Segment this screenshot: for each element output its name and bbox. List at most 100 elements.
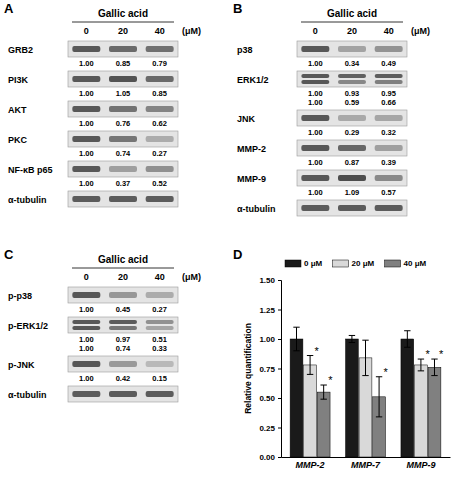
chart-panel: D0 μM20 μM40 μM*****0.000.250.500.751.00… — [233, 247, 451, 470]
dose-unit: (μM) — [411, 26, 430, 36]
band-value: 1.00 — [308, 128, 323, 137]
error-cap — [362, 340, 368, 341]
band-value: 0.34 — [345, 59, 360, 68]
band — [301, 175, 329, 181]
band-value: 1.00 — [79, 179, 94, 188]
y-tick: 0.00 — [259, 453, 281, 462]
row-label: GRB2 — [8, 45, 33, 55]
legend-swatch — [333, 260, 349, 267]
band — [375, 145, 403, 151]
error-bar — [362, 340, 368, 375]
band — [109, 320, 137, 324]
band — [72, 391, 100, 397]
error-bar — [418, 359, 424, 371]
tick-label: 0.50 — [259, 394, 275, 403]
band — [338, 175, 366, 181]
band — [338, 115, 366, 121]
dose-label: 20 — [347, 26, 357, 36]
error-cap — [376, 376, 382, 377]
band-value: 0.49 — [381, 59, 396, 68]
y-axis: 0.000.250.500.751.001.251.50 — [259, 276, 281, 462]
row-label: JNK — [237, 114, 256, 124]
row-label: p-p38 — [8, 291, 32, 301]
legend-label: 0 μM — [304, 259, 323, 268]
band — [375, 46, 403, 52]
band-value: 0.52 — [152, 179, 167, 188]
blot-box — [68, 161, 178, 177]
band — [146, 76, 174, 82]
blot-box — [68, 317, 178, 333]
error-stem — [420, 359, 421, 371]
error-bar — [431, 359, 437, 376]
dose-label: 20 — [118, 272, 128, 282]
bar — [304, 365, 317, 457]
band — [301, 74, 329, 78]
tick-label: 1.25 — [259, 306, 275, 315]
band — [109, 391, 137, 397]
band — [72, 76, 100, 82]
band-value: 0.27 — [152, 305, 167, 314]
error-cap — [431, 375, 437, 376]
band-value: 1.00 — [79, 374, 94, 383]
band — [72, 106, 100, 112]
band-value: 0.33 — [152, 344, 167, 353]
dose-unit: (μM) — [182, 272, 201, 282]
band — [338, 145, 366, 151]
band-value: 0.45 — [116, 305, 131, 314]
tick-mark — [278, 310, 281, 311]
blot-box — [297, 170, 407, 186]
tick-label: 1.00 — [259, 335, 275, 344]
panel-letter: C — [4, 247, 14, 262]
blot-box — [68, 386, 178, 402]
band — [338, 80, 366, 84]
band-value: 0.93 — [345, 89, 360, 98]
tick-label: MMP-2 — [296, 460, 325, 470]
tick-mark — [278, 280, 281, 281]
error-cap — [431, 359, 437, 360]
bar — [401, 339, 414, 457]
axis-line — [282, 457, 451, 458]
dose-label: 0 — [313, 26, 318, 36]
blot-panel: AGallic acid02040(μM)GRB21.000.850.79PI3… — [4, 1, 201, 207]
significance: * — [439, 348, 444, 360]
error-stem — [296, 327, 297, 351]
band — [301, 145, 329, 151]
blot-title: Gallic acid — [98, 254, 148, 265]
band-value: 0.59 — [345, 98, 360, 107]
band-value: 0.42 — [116, 374, 131, 383]
row-label: PKC — [8, 135, 28, 145]
band — [146, 196, 174, 202]
error-cap — [320, 399, 326, 400]
band — [301, 115, 329, 121]
band-value: 1.00 — [308, 158, 323, 167]
bar — [415, 365, 428, 457]
figure: AGallic acid02040(μM)GRB21.000.850.79PI3… — [0, 0, 458, 483]
dose-unit: (μM) — [182, 26, 201, 36]
bar — [428, 367, 441, 457]
band — [72, 320, 100, 324]
error-cap — [293, 350, 299, 351]
band — [72, 292, 100, 298]
x-tick: MMP-7 — [351, 457, 381, 470]
title-rule — [301, 22, 403, 23]
blot-box — [68, 287, 178, 303]
blot-panel: CGallic acid02040(μM)p-p381.000.450.27p-… — [4, 247, 201, 402]
band — [109, 136, 137, 142]
band-value: 0.32 — [381, 128, 396, 137]
band — [146, 106, 174, 112]
band-value: 0.37 — [116, 179, 131, 188]
row-label: AKT — [8, 105, 27, 115]
row-label: MMP-2 — [237, 144, 266, 154]
error-stem — [434, 359, 435, 376]
band-value: 0.39 — [381, 158, 396, 167]
legend: 0 μM20 μM40 μM — [285, 259, 427, 268]
blot-box — [297, 41, 407, 57]
tick-mark — [278, 428, 281, 429]
error-cap — [320, 385, 326, 386]
band-value: 1.00 — [79, 344, 94, 353]
band — [146, 166, 174, 172]
band-value: 0.57 — [381, 188, 396, 197]
blot-box — [297, 140, 407, 156]
error-cap — [307, 355, 313, 356]
y-tick: 0.75 — [259, 365, 281, 374]
